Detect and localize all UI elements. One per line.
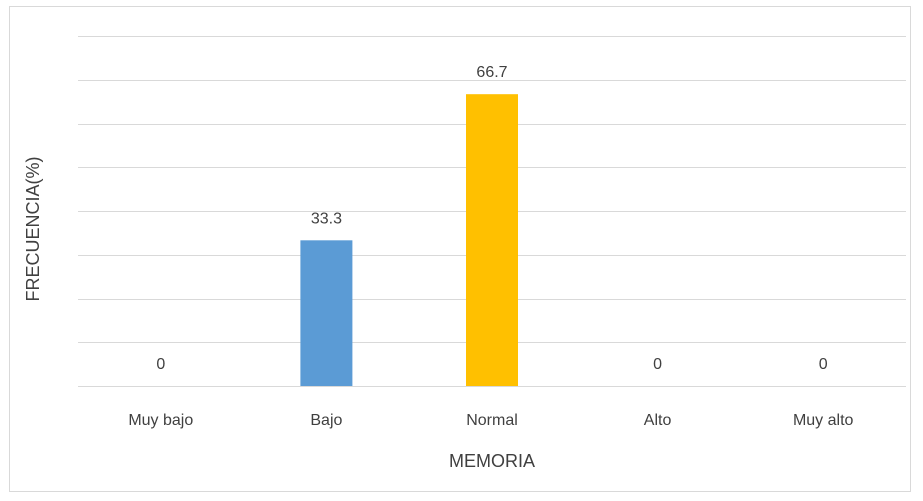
x-tick-label: Normal bbox=[466, 412, 518, 429]
data-label: 0 bbox=[819, 356, 828, 373]
data-labels: 0 33.3 66.7 0 0 bbox=[156, 64, 827, 373]
data-label: 0 bbox=[653, 356, 662, 373]
data-label: 66.7 bbox=[476, 64, 507, 81]
x-tick-label: Alto bbox=[644, 412, 672, 429]
x-tick-label: Muy alto bbox=[793, 412, 854, 429]
data-label: 33.3 bbox=[311, 210, 342, 227]
y-axis-title: FRECUENCIA(%) bbox=[23, 156, 43, 301]
x-tick-labels: Muy bajo Bajo Normal Alto Muy alto bbox=[128, 412, 853, 429]
data-label: 0 bbox=[156, 356, 165, 373]
x-tick-label: Muy bajo bbox=[128, 412, 193, 429]
bar-normal bbox=[466, 94, 518, 386]
chart-frame bbox=[9, 6, 911, 492]
x-tick-label: Bajo bbox=[310, 412, 342, 429]
bars bbox=[300, 94, 518, 386]
x-axis-title: MEMORIA bbox=[449, 451, 535, 471]
bar-bajo bbox=[300, 240, 353, 386]
